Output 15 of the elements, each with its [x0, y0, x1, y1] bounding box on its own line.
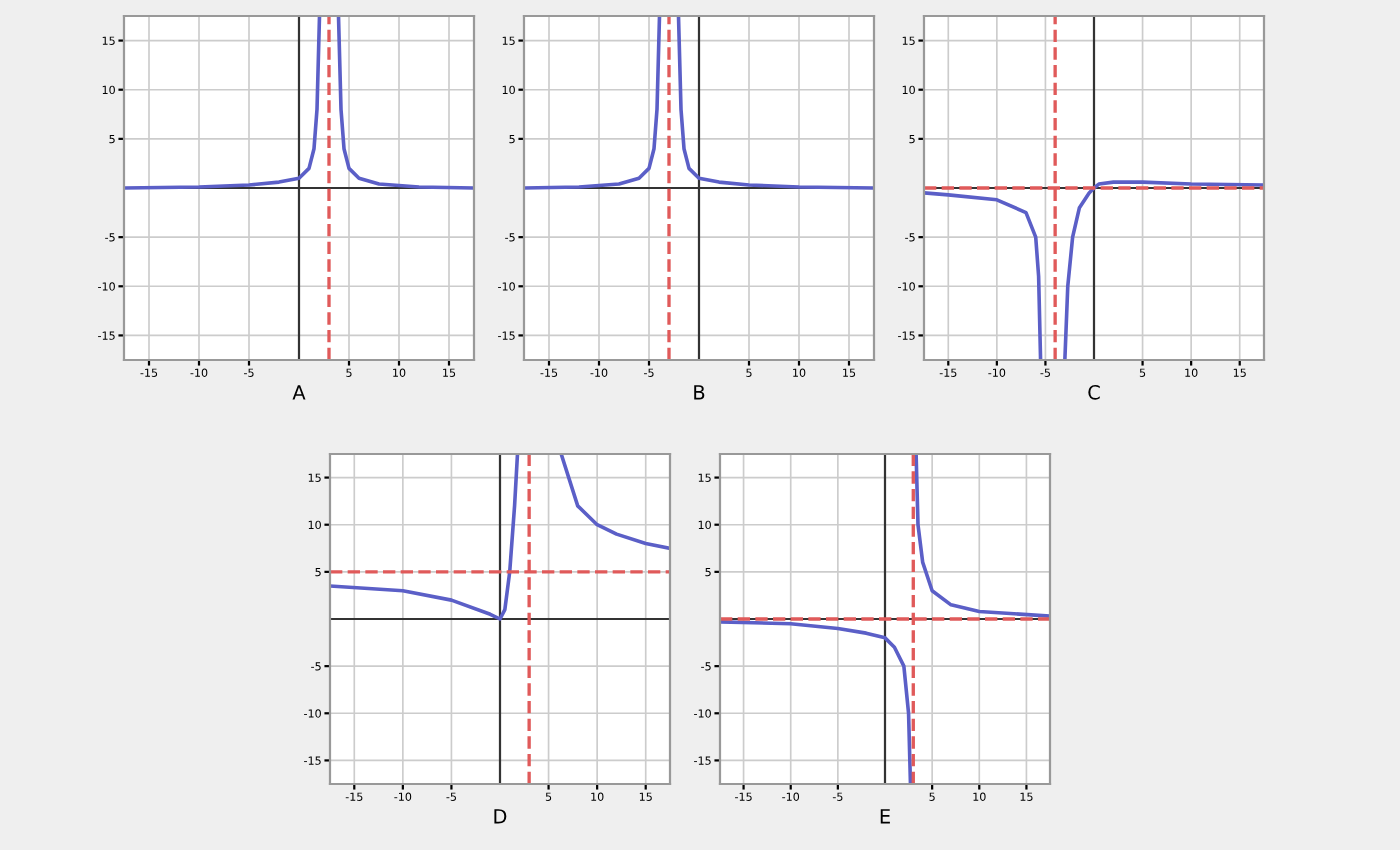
- line-series: [330, 454, 520, 621]
- line-series: [524, 16, 662, 190]
- line-series: [336, 16, 474, 190]
- x-axis-title: C: [1088, 384, 1100, 400]
- line-series: [1063, 180, 1264, 360]
- line-series: [676, 16, 874, 190]
- line-series: [914, 454, 1050, 618]
- line-series: [559, 454, 670, 551]
- line-series: [924, 191, 1043, 360]
- x-axis-title: E: [880, 809, 890, 824]
- x-axis-title: A: [292, 385, 306, 400]
- x-axis-title: D: [494, 809, 507, 824]
- x-axis-title: B: [694, 385, 705, 400]
- line-series: [124, 16, 322, 190]
- line-series: [720, 620, 913, 784]
